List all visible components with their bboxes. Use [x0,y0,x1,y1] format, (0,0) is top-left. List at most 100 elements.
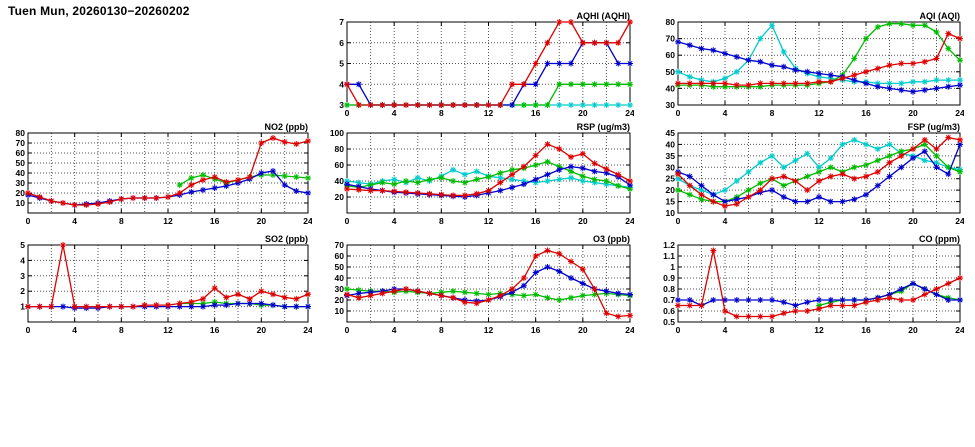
svg-text:12: 12 [484,108,494,118]
svg-text:24: 24 [955,108,964,118]
svg-text:3: 3 [339,100,344,110]
svg-text:60: 60 [335,160,345,170]
svg-text:100: 100 [330,128,344,138]
svg-text:6: 6 [339,38,344,48]
svg-text:4: 4 [20,255,25,265]
svg-text:15: 15 [666,197,676,207]
svg-text:40: 40 [16,168,26,178]
svg-text:0.8: 0.8 [663,284,675,294]
chart-aqi: 0 4 8 12 16 20 24 30 40 50 60 70 80 AQI (AQI) [652,10,965,121]
svg-text:35: 35 [666,151,676,161]
chart-o3: 0 4 8 12 16 20 24 10 20 30 40 50 60 70 O3 (ppb) [321,233,635,338]
svg-text:16: 16 [861,325,871,335]
svg-text:60: 60 [16,148,26,158]
svg-text:0: 0 [26,216,31,226]
svg-text:8: 8 [770,108,775,118]
svg-text:RSP (ug/m3): RSP (ug/m3) [577,122,630,132]
svg-text:16: 16 [210,216,220,226]
chart-svg-rsp: 0 4 8 12 16 20 24 20 40 60 80 100 RSP (ug/m3) [330,122,635,226]
svg-text:24: 24 [303,216,312,226]
svg-text:60: 60 [335,251,345,261]
svg-text:40: 40 [666,83,676,93]
svg-text:16: 16 [531,108,541,118]
svg-text:30: 30 [335,284,345,294]
svg-text:70: 70 [666,34,676,44]
chart-rsp: 0 4 8 12 16 20 24 20 40 60 80 100 RSP (ug/m3) [321,121,635,229]
svg-text:8: 8 [119,325,124,335]
svg-text:8: 8 [439,108,444,118]
svg-text:O3 (ppb): O3 (ppb) [593,234,630,244]
svg-text:4: 4 [392,325,397,335]
svg-text:20: 20 [578,325,588,335]
svg-text:7: 7 [339,17,344,27]
svg-text:NO2 (ppb): NO2 (ppb) [265,122,309,132]
svg-text:20: 20 [257,325,267,335]
chart-svg-co: 0 4 8 12 16 20 24 0.50.60.70.80.911.11.2 CO (ppm… [663,234,965,335]
svg-text:0: 0 [676,108,681,118]
svg-text:0: 0 [676,216,681,226]
svg-text:20: 20 [666,185,676,195]
chart-aqhi: 0 4 8 12 16 20 24 3 4 5 6 7 AQHI (AQHI) [321,10,635,121]
svg-text:12: 12 [814,216,824,226]
svg-text:45: 45 [666,128,676,138]
svg-text:40: 40 [335,273,345,283]
svg-text:12: 12 [814,108,824,118]
svg-text:8: 8 [770,325,775,335]
svg-text:4: 4 [723,108,728,118]
svg-text:0: 0 [676,325,681,335]
svg-text:0.7: 0.7 [663,295,675,305]
svg-text:80: 80 [666,17,676,27]
svg-text:20: 20 [908,216,918,226]
svg-text:30: 30 [666,100,676,110]
svg-text:24: 24 [955,325,964,335]
chart-so2: 0 4 8 12 16 20 24 1 2 3 4 5 SO2 (ppb) [2,233,313,338]
svg-text:16: 16 [861,216,871,226]
svg-text:4: 4 [72,216,77,226]
svg-text:4: 4 [723,216,728,226]
svg-text:50: 50 [16,158,26,168]
svg-text:0.6: 0.6 [663,306,675,316]
svg-text:0: 0 [345,108,350,118]
svg-text:40: 40 [666,139,676,149]
svg-text:20: 20 [257,216,267,226]
page-title: Tuen Mun, 20260130−20260202 [8,4,190,18]
svg-text:20: 20 [16,188,26,198]
svg-text:0: 0 [345,325,350,335]
chart-svg-aqhi: 0 4 8 12 16 20 24 3 4 5 6 7 AQHI (AQHI) [339,11,635,118]
svg-text:70: 70 [16,138,26,148]
svg-text:50: 50 [335,262,345,272]
svg-text:2: 2 [20,286,25,296]
svg-text:30: 30 [16,178,26,188]
svg-text:8: 8 [439,216,444,226]
svg-text:8: 8 [770,216,775,226]
chart-fsp: 0 4 8 12 16 20 24 10 15 20 25 30 35 40 45 FSP (ug/m3) [652,121,965,229]
svg-text:12: 12 [484,216,494,226]
svg-text:8: 8 [439,325,444,335]
svg-text:4: 4 [392,216,397,226]
chart-svg-aqi: 0 4 8 12 16 20 24 30 40 50 60 70 80 AQI (AQI) [666,11,965,118]
svg-text:4: 4 [723,325,728,335]
svg-text:20: 20 [335,295,345,305]
svg-text:25: 25 [666,174,676,184]
svg-text:SO2 (ppb): SO2 (ppb) [265,234,308,244]
svg-text:0.9: 0.9 [663,273,675,283]
svg-text:8: 8 [119,216,124,226]
chart-no2: 0 4 8 12 16 20 24 10 20 30 40 50 60 70 80 NO2 (ppb) [2,121,313,229]
svg-text:10: 10 [335,306,345,316]
svg-text:10: 10 [666,208,676,218]
svg-text:4: 4 [392,108,397,118]
svg-text:0: 0 [26,325,31,335]
svg-text:0.5: 0.5 [663,317,675,327]
svg-text:1.1: 1.1 [663,251,675,261]
svg-text:16: 16 [861,108,871,118]
svg-text:CO (ppm): CO (ppm) [919,234,960,244]
svg-text:12: 12 [163,216,173,226]
svg-text:70: 70 [335,240,345,250]
svg-text:20: 20 [578,108,588,118]
svg-text:30: 30 [666,162,676,172]
svg-text:AQI (AQI): AQI (AQI) [920,11,961,21]
svg-text:16: 16 [210,325,220,335]
svg-text:24: 24 [625,325,634,335]
svg-text:4: 4 [72,325,77,335]
